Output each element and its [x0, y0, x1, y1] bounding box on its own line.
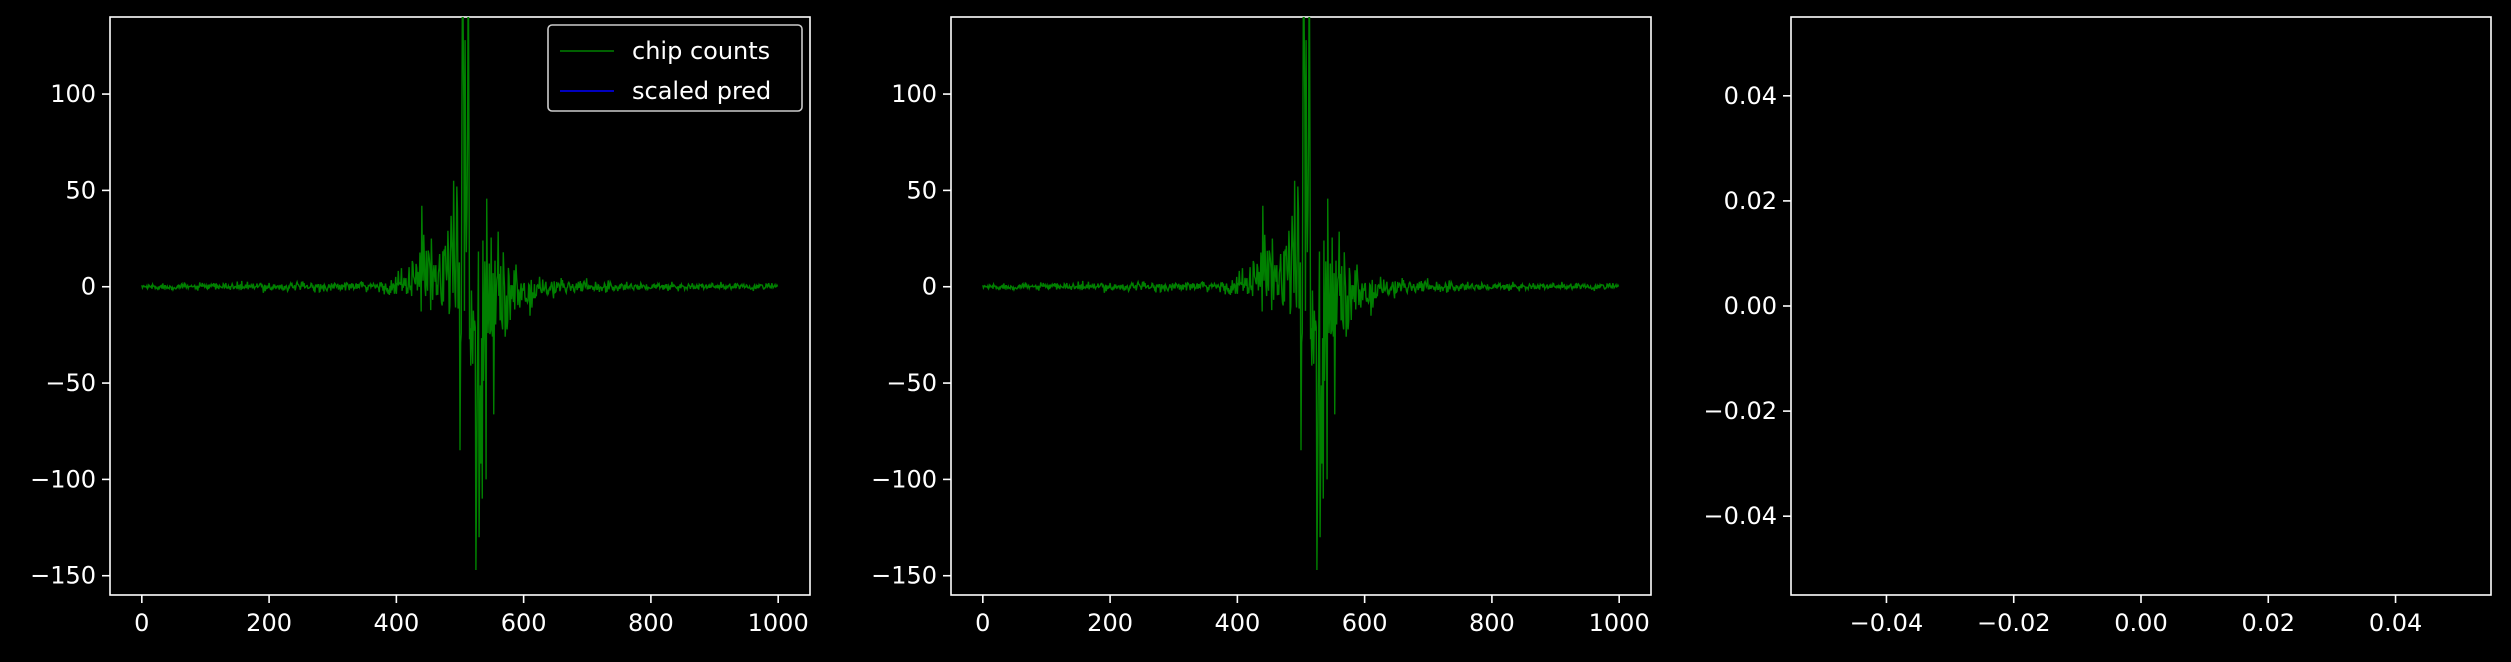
x-tick-label: 1000 [1589, 609, 1650, 637]
legend: chip counts scaled pred [547, 24, 803, 112]
x-tick-label: 0 [975, 609, 990, 637]
x-tick-label: 200 [246, 609, 292, 637]
x-tick-label: −0.04 [1850, 609, 1924, 637]
x-tick-label: −0.02 [1977, 609, 2051, 637]
y-tick-label: 0.02 [1724, 187, 1777, 215]
x-tick-label: 1000 [748, 609, 809, 637]
legend-label: chip counts [632, 37, 770, 65]
x-tick-label: 800 [1469, 609, 1515, 637]
x-tick-label: 400 [1214, 609, 1260, 637]
legend-label: scaled pred [632, 77, 771, 105]
axes-frame [1790, 16, 2492, 596]
y-tick-label: 50 [65, 176, 96, 204]
y-tick-label: −100 [30, 465, 96, 493]
x-tick-label: 200 [1087, 609, 1133, 637]
subplot-1: 0 200 400 600 800 1000 −150 −100 −50 0 50 100 chip c… [30, 16, 811, 637]
y-tick-label: 0 [81, 273, 96, 301]
x-tick-label: 400 [373, 609, 419, 637]
series-line-chip-counts [982, 17, 1620, 570]
y-tick-label: −50 [886, 369, 937, 397]
x-tick-label: 0.02 [2242, 609, 2295, 637]
x-tick-label: 0 [134, 609, 149, 637]
y-tick-label: 100 [50, 80, 96, 108]
x-tick-label: 600 [1342, 609, 1388, 637]
y-tick-label: 50 [906, 176, 937, 204]
y-tick-label: 0.00 [1724, 292, 1777, 320]
y-tick-label: −0.02 [1703, 397, 1777, 425]
y-tick-label: −150 [30, 562, 96, 590]
y-tick-label: −150 [871, 562, 937, 590]
x-tick-label: 0.00 [2114, 609, 2167, 637]
series-line-chip-counts [141, 17, 779, 570]
subplot-2: 0 200 400 600 800 1000 −150 −100 −50 0 50 100 [871, 16, 1652, 637]
legend-frame [547, 24, 803, 112]
y-tick-label: 0.04 [1724, 82, 1777, 110]
y-tick-label: 0 [922, 273, 937, 301]
y-tick-label: −0.04 [1703, 502, 1777, 530]
x-tick-label: 800 [628, 609, 674, 637]
x-tick-label: 0.04 [2369, 609, 2422, 637]
y-tick-label: −50 [45, 369, 96, 397]
y-tick-label: 100 [891, 80, 937, 108]
y-tick-label: −100 [871, 465, 937, 493]
subplot-3: −0.04 −0.02 0.00 0.02 0.04 −0.04 −0.02 0.00 0.02… [1703, 16, 2492, 637]
x-tick-label: 600 [501, 609, 547, 637]
